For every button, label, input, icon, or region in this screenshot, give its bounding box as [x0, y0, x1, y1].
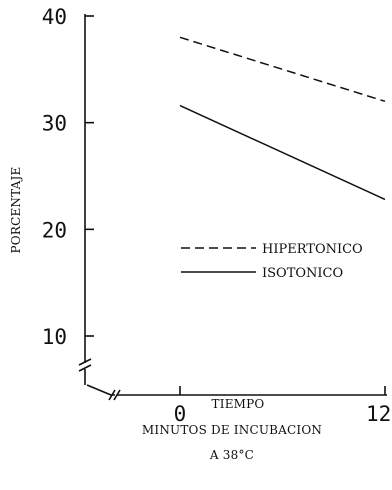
- y-tick-label-10: 10: [42, 325, 67, 349]
- y-tick-label-20: 20: [42, 218, 67, 242]
- x-axis-title-line-2: MINUTOS DE INCUBACION: [142, 423, 322, 437]
- x-tick-label-0: 0: [174, 402, 187, 426]
- series-lines: [179, 36, 386, 201]
- y-axis-break-mark: [78, 358, 92, 385]
- x-axis-break-mark: [86, 384, 121, 401]
- x-tick-label-120: 120: [366, 402, 392, 426]
- y-axis-title: PORCENTAJE: [9, 167, 23, 254]
- y-tick-label-40: 40: [42, 5, 67, 29]
- series-line-isotonico: [179, 104, 386, 201]
- y-tick-label-30: 30: [42, 112, 67, 136]
- legend-label-isotonico: ISOTONICO: [262, 266, 343, 281]
- x-axis-title-line-3: A 38°C: [209, 448, 254, 462]
- x-axis-ticks: 0 120: [174, 386, 392, 426]
- legend: HIPERTONICO ISOTONICO: [181, 242, 363, 281]
- x-axis-title-line-1: TIEMPO: [212, 397, 265, 411]
- legend-label-hipertonico: HIPERTONICO: [262, 242, 363, 257]
- series-line-hipertonico: [179, 36, 386, 103]
- y-axis-ticks: 10 20 30 40: [42, 5, 94, 349]
